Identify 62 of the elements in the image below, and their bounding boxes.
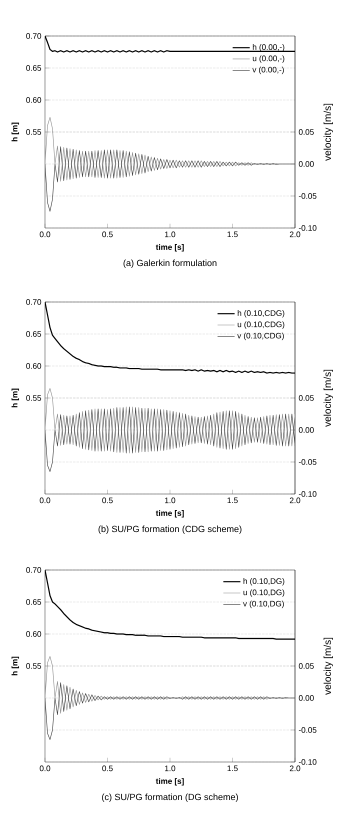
y-tick-label: 0.65 bbox=[26, 599, 42, 605]
x-tick-label: 0.5 bbox=[102, 766, 113, 772]
x-axis-title: time [s] bbox=[156, 778, 184, 786]
y-tick-label: 0.60 bbox=[26, 631, 42, 637]
x-tick-label: 0.5 bbox=[102, 498, 113, 504]
text: (b) SU/PG formation (CDG scheme) bbox=[98, 526, 242, 534]
legend-label: v (0.00,-) bbox=[252, 66, 284, 74]
y-axis-title: h [m] bbox=[12, 388, 20, 408]
y-tick-label: 0.60 bbox=[26, 363, 42, 369]
y2-tick-label: -0.10 bbox=[298, 759, 316, 765]
y2-tick-label: 0.05 bbox=[298, 129, 314, 135]
y2-tick-label: -0.10 bbox=[298, 491, 316, 497]
y2-tick-label: -0.05 bbox=[298, 193, 316, 199]
x-tick-label: 0.0 bbox=[40, 766, 50, 772]
legend-label: h (0.00,-) bbox=[252, 44, 284, 52]
y-tick-label: 0.65 bbox=[26, 65, 42, 71]
y2-axis-title: velocity [m/s] bbox=[324, 638, 333, 695]
x-tick-label: 1.5 bbox=[228, 232, 238, 238]
y2-axis-title: velocity [m/s] bbox=[324, 104, 333, 161]
x-tick-label: 1.0 bbox=[165, 498, 176, 504]
text: (c) SU/PG formation (DG scheme) bbox=[102, 794, 238, 802]
legend-label: u (0.00,-) bbox=[252, 55, 284, 63]
legend-label: h (0.10,CDG) bbox=[238, 310, 284, 318]
x-tick-label: 0.0 bbox=[40, 498, 50, 504]
legend-label: u (0.10,DG) bbox=[244, 589, 284, 597]
legend-label: u (0.10,CDG) bbox=[238, 321, 284, 329]
x-tick-label: 2.0 bbox=[290, 766, 300, 772]
x-tick-label: 1.5 bbox=[228, 766, 238, 772]
y-tick-label: 0.55 bbox=[26, 395, 42, 401]
x-tick-label: 2.0 bbox=[290, 498, 300, 504]
y-tick-label: 0.65 bbox=[26, 331, 42, 337]
x-tick-label: 0.5 bbox=[102, 232, 113, 238]
x-tick-label: 2.0 bbox=[290, 232, 300, 238]
y2-tick-label: 0.00 bbox=[298, 161, 314, 167]
x-tick-label: 1.0 bbox=[165, 766, 176, 772]
line-series bbox=[45, 388, 295, 454]
y2-tick-label: 0.00 bbox=[298, 427, 314, 433]
y-tick-label: 0.70 bbox=[26, 33, 42, 39]
y2-tick-label: -0.10 bbox=[298, 225, 316, 231]
line-series bbox=[45, 406, 295, 472]
x-tick-label: 1.5 bbox=[228, 498, 238, 504]
legend-label: v (0.10,CDG) bbox=[237, 332, 284, 340]
x-tick-label: 1.0 bbox=[165, 232, 176, 238]
y-tick-label: 0.55 bbox=[26, 129, 42, 135]
legend-label: h (0.10,DG) bbox=[244, 578, 284, 586]
y-tick-label: 0.70 bbox=[26, 299, 42, 305]
y-axis-title: h [m] bbox=[12, 656, 20, 676]
x-tick-label: 0.0 bbox=[40, 232, 50, 238]
y2-tick-label: 0.00 bbox=[298, 695, 314, 701]
y2-tick-label: 0.05 bbox=[298, 663, 314, 669]
y2-tick-label: 0.05 bbox=[298, 395, 314, 401]
y-axis-title: h [m] bbox=[12, 122, 20, 142]
x-axis-title: time [s] bbox=[156, 244, 184, 252]
y2-tick-label: -0.05 bbox=[298, 727, 316, 733]
y-tick-label: 0.55 bbox=[26, 663, 42, 669]
text: (a) Galerkin formulation bbox=[124, 260, 216, 268]
x-axis-title: time [s] bbox=[156, 510, 184, 518]
y2-axis-title: velocity [m/s] bbox=[324, 370, 333, 427]
y-tick-label: 0.70 bbox=[26, 567, 42, 573]
legend-label: v (0.10,DG) bbox=[243, 600, 284, 608]
y2-tick-label: -0.05 bbox=[298, 459, 316, 465]
y-tick-label: 0.60 bbox=[26, 97, 42, 103]
